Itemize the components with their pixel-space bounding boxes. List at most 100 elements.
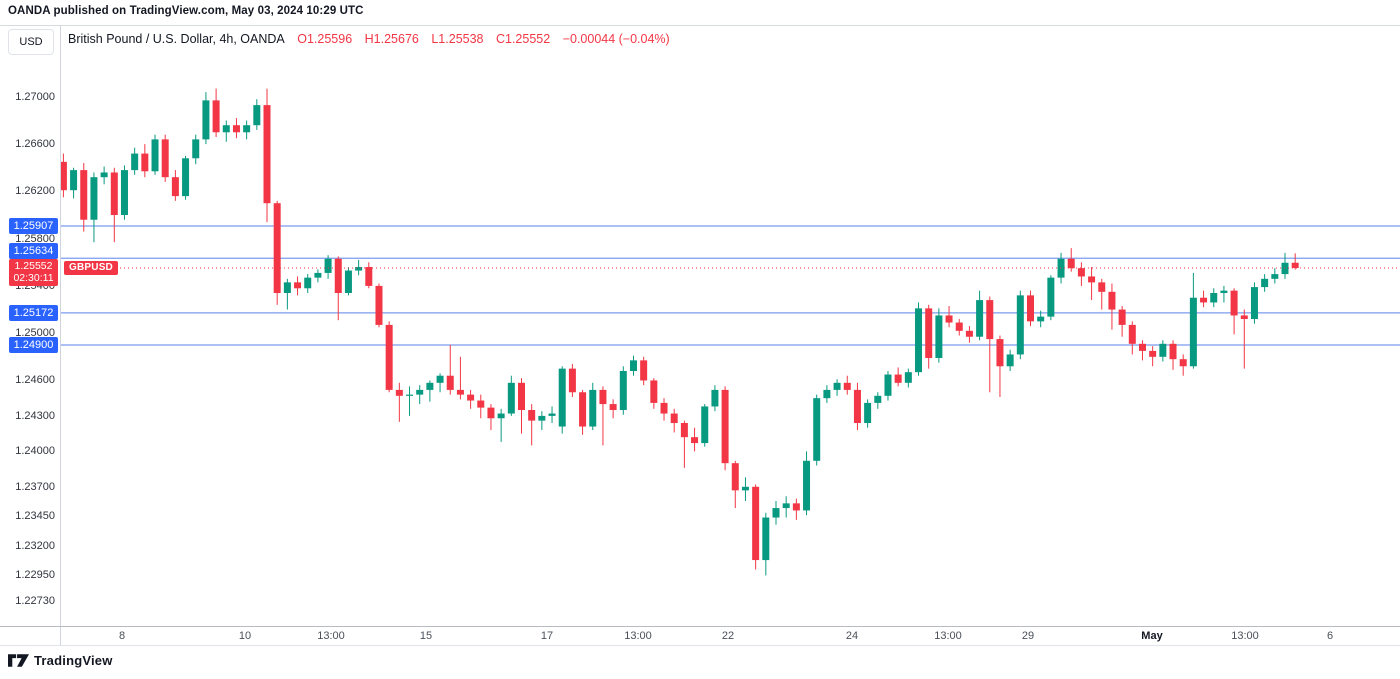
- symbol-price-marker: GBPUSD: [64, 260, 118, 275]
- candle-body: [90, 177, 98, 220]
- price-tick-label: 1.25000: [15, 327, 55, 340]
- ohlc-open: O1.25596: [297, 32, 353, 46]
- candle-body: [1179, 359, 1187, 367]
- time-tick-label: 10: [238, 630, 252, 642]
- candle-body: [426, 382, 434, 390]
- price-tick-label: 1.27000: [15, 90, 55, 103]
- candle-body: [518, 382, 525, 410]
- candle-body: [945, 315, 953, 323]
- candle-body: [334, 258, 342, 294]
- currency-toggle-button[interactable]: USD: [8, 29, 54, 55]
- candle-body: [813, 398, 821, 461]
- tradingview-logo[interactable]: TradingView: [8, 653, 113, 668]
- candle-body: [1027, 295, 1034, 322]
- candle-body: [731, 463, 739, 491]
- candle-body: [579, 392, 587, 427]
- candle-body: [1108, 291, 1116, 310]
- price-axis[interactable]: 1.270001.266001.262001.258001.254001.250…: [0, 25, 60, 626]
- candle-body: [70, 170, 78, 191]
- candle-body: [1200, 297, 1208, 303]
- time-tick-label: 13:00: [624, 630, 652, 642]
- candle-body: [660, 402, 668, 414]
- tradingview-glyph-icon: [8, 654, 29, 667]
- candle-body: [294, 282, 302, 289]
- price-level-badge: 1.25172: [9, 304, 58, 321]
- candle-body: [304, 277, 312, 289]
- candle-body: [823, 389, 831, 399]
- price-level-badge: 1.25634: [9, 242, 58, 259]
- candle-body: [1189, 297, 1197, 367]
- chart-canvas[interactable]: [60, 25, 1400, 626]
- candle-body: [762, 517, 770, 561]
- time-axis-border: [0, 626, 1400, 627]
- price-tick-label: 1.25800: [15, 232, 55, 245]
- price-tick-label: 1.23700: [15, 480, 55, 493]
- candle-body: [691, 437, 699, 444]
- candle-body: [833, 382, 841, 390]
- time-axis[interactable]: 8 10 13:00 15 17 13:00 22 24 13:00 29 May 13:00 6: [60, 627, 1400, 645]
- candle-body: [1169, 343, 1177, 360]
- candle-body: [772, 508, 780, 518]
- candle-body: [680, 422, 688, 438]
- candle-body: [803, 460, 811, 511]
- candle-body: [192, 139, 200, 159]
- candle-body: [721, 389, 729, 464]
- candle-body: [355, 267, 363, 271]
- candle-body: [1057, 258, 1065, 278]
- candle-body: [385, 324, 393, 390]
- symbol-title[interactable]: British Pound / U.S. Dollar, 4h, OANDA: [68, 32, 285, 46]
- candle-body: [222, 125, 230, 133]
- candle-body: [487, 407, 495, 419]
- candle-body: [80, 170, 88, 220]
- price-tick-label: 1.24300: [15, 409, 55, 422]
- price-tick-label: 1.26200: [15, 185, 55, 198]
- candle-body: [171, 177, 179, 197]
- time-tick-label: 8: [118, 630, 126, 642]
- candle-body: [640, 360, 648, 381]
- time-tick-label: May: [1141, 630, 1163, 642]
- candle-body: [273, 203, 281, 294]
- candle-body: [467, 394, 475, 401]
- candle-body: [202, 100, 210, 140]
- time-tick-label: 13:00: [317, 630, 345, 642]
- time-tick-label: 17: [540, 630, 554, 642]
- candle-body: [1250, 287, 1258, 319]
- bottom-divider: [0, 645, 1400, 646]
- candle-body: [792, 503, 800, 511]
- time-tick-label: 15: [419, 630, 433, 642]
- candle-body: [986, 300, 994, 340]
- candle-body: [375, 285, 383, 325]
- candle-body: [456, 389, 464, 395]
- time-tick-label: 13:00: [1231, 630, 1259, 642]
- time-tick-label: 29: [1021, 630, 1035, 642]
- candle-body: [497, 413, 505, 419]
- candle-body: [568, 368, 576, 393]
- candle-body: [904, 372, 912, 383]
- candle-body: [1067, 258, 1075, 269]
- candle-body: [324, 258, 332, 273]
- candle-body: [110, 172, 118, 216]
- candle-body: [935, 315, 943, 358]
- candle-body: [711, 389, 719, 407]
- candle-body: [212, 100, 220, 133]
- candle-body: [925, 308, 933, 358]
- candle-body: [182, 158, 190, 197]
- price-axis-border: [60, 25, 61, 645]
- candle-body: [864, 402, 872, 423]
- price-tick-label: 1.23200: [15, 539, 55, 552]
- candle-body: [1271, 274, 1279, 279]
- candle-body: [446, 375, 454, 390]
- candle-body: [843, 382, 851, 390]
- price-tick-label: 1.24600: [15, 374, 55, 387]
- candle-body: [670, 413, 678, 423]
- candle-body: [609, 404, 617, 410]
- candle-body: [1138, 343, 1146, 351]
- candle-body: [1240, 315, 1248, 319]
- candle-body: [528, 409, 536, 421]
- candle-body: [741, 486, 749, 491]
- candle-body: [1291, 262, 1299, 268]
- candle-body: [884, 374, 892, 396]
- candle-body: [100, 172, 108, 178]
- ohlc-change: −0.00044 (−0.04%): [562, 32, 670, 46]
- candle-body: [253, 105, 261, 126]
